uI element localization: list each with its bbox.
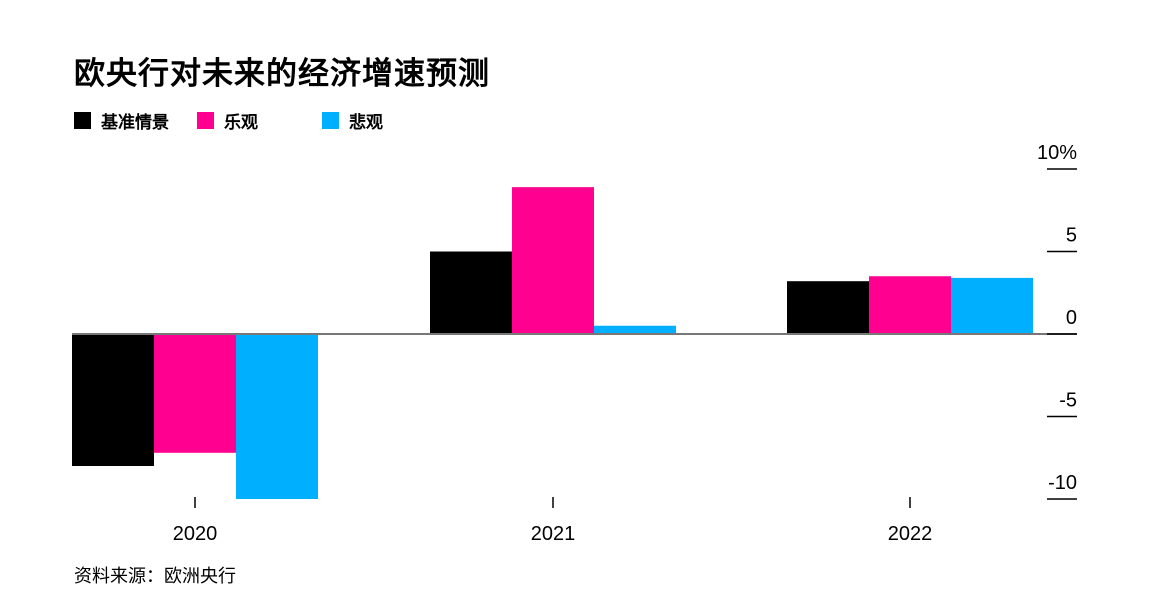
- legend-swatch-baseline: [74, 111, 91, 129]
- y-tick-label-3: -5: [1059, 390, 1077, 412]
- x-tick-label-2021: 2021: [531, 523, 576, 545]
- y-tick-label-1: 5: [1066, 225, 1077, 247]
- legend-swatch-optimistic: [197, 111, 214, 129]
- x-tick-label-2022: 2022: [888, 523, 933, 545]
- bar-2020-optimistic: [154, 334, 236, 453]
- bar-2020-pessimistic: [236, 334, 318, 499]
- chart-title: 欧央行对未来的经济增速预测: [74, 56, 490, 92]
- legend-item-pessimistic: 悲观: [322, 108, 383, 133]
- y-tick-label-2: 0: [1066, 307, 1077, 329]
- bar-2022-pessimistic: [951, 277, 1033, 334]
- legend-item-optimistic: 乐观: [197, 108, 258, 133]
- legend-item-baseline: 基准情景: [74, 108, 169, 133]
- bar-2022-baseline: [787, 281, 869, 334]
- y-tick-label-0: 10%: [1037, 142, 1077, 164]
- chart-legend: 基准情景 乐观 悲观: [74, 108, 411, 133]
- bar-2021-pessimistic: [594, 325, 676, 334]
- legend-label-baseline: 基准情景: [101, 112, 169, 133]
- bar-2021-optimistic: [512, 187, 594, 334]
- legend-label-optimistic: 乐观: [224, 112, 258, 133]
- bar-2020-baseline: [72, 334, 154, 466]
- legend-swatch-pessimistic: [322, 111, 339, 129]
- bar-2021-baseline: [430, 251, 512, 334]
- y-tick-label-4: -10: [1048, 472, 1077, 494]
- legend-label-pessimistic: 悲观: [349, 112, 383, 133]
- bar-2022-optimistic: [869, 276, 951, 334]
- x-tick-label-2020: 2020: [173, 523, 218, 545]
- source-note: 资料来源：欧洲央行: [74, 566, 236, 587]
